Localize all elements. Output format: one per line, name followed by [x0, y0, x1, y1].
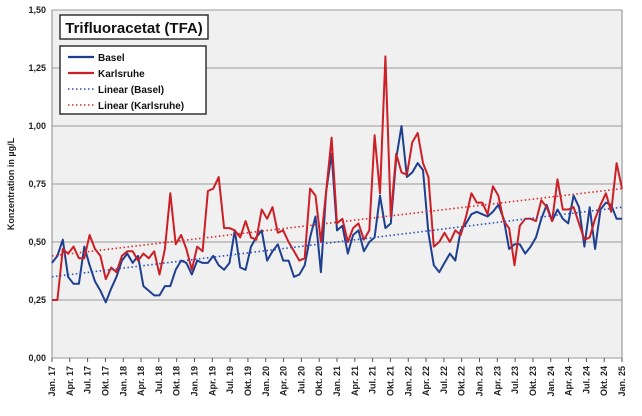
y-axis-ticks: 0,00 0,25 0,50 0,75 1,00 1,25 1,50 [28, 5, 46, 363]
x-tick-label: Apr. 21 [350, 366, 360, 396]
x-tick-label: Apr. 19 [207, 366, 217, 396]
x-tick-label: Apr. 24 [564, 366, 574, 396]
x-tick-label: Okt. 23 [528, 366, 538, 396]
x-tick-label: Jan. 19 [190, 366, 200, 397]
series-line-basel [51, 125, 622, 304]
x-tick-label: Jan. 25 [617, 366, 627, 397]
y-tick-label: 0,25 [28, 295, 46, 305]
x-tick-label: Apr. 22 [421, 366, 431, 396]
y-tick-label: 1,50 [28, 5, 46, 15]
x-tick-label: Apr. 23 [492, 366, 502, 396]
x-tick-label: Jan. 18 [118, 366, 128, 397]
x-tick-label: Jan. 17 [47, 366, 57, 397]
x-tick-label: Jul. 22 [439, 366, 449, 394]
x-tick-label: Jan. 20 [261, 366, 271, 397]
title-box: Trifluoracetat (TFA) [59, 14, 209, 40]
x-tick-label: Jul. 20 [296, 366, 306, 394]
x-tick-label: Okt. 20 [314, 366, 324, 396]
y-tick-label: 0,50 [28, 237, 46, 247]
chart-title: Trifluoracetat (TFA) [65, 20, 203, 37]
x-tick-label: Jan. 23 [475, 366, 485, 397]
x-tick-label: Jul. 24 [581, 366, 591, 394]
series-layer [51, 55, 623, 304]
x-tick-label: Okt. 22 [457, 366, 467, 396]
x-tick-label: Jul. 23 [510, 366, 520, 394]
x-tick-label: Apr. 20 [279, 366, 289, 396]
legend: Basel Karlsruhe Linear (Basel) Linear (Karl… [59, 45, 207, 115]
legend-label: Linear (Karlsruhe) [98, 101, 184, 112]
title-frame [59, 14, 209, 40]
legend-label: Linear (Basel) [98, 85, 164, 96]
x-tick-label: Apr. 18 [136, 366, 146, 396]
legend-label: Basel [98, 53, 125, 64]
x-tick-label: Apr. 17 [65, 366, 75, 396]
x-tick-label: Jan. 22 [403, 366, 413, 397]
legend-label: Karlsruhe [98, 69, 145, 80]
series-line-karlsruhe [52, 55, 623, 301]
x-tick-label: Okt. 24 [599, 366, 609, 396]
y-tick-label: 0,75 [28, 179, 46, 189]
x-axis-ticks: Jan. 17 Apr. 17 Jul. 17 Okt. 17 Jan. 18 Apr. … [47, 358, 627, 397]
y-tick-label: 1,25 [28, 63, 46, 73]
x-tick-label: Okt. 17 [100, 366, 110, 396]
x-tick-label: Jul. 19 [225, 366, 235, 394]
x-tick-label: Jul. 17 [83, 366, 93, 394]
x-tick-label: Okt. 19 [243, 366, 253, 396]
y-tick-label: 1,00 [28, 121, 46, 131]
x-tick-label: Jul. 18 [154, 366, 164, 394]
x-tick-label: Jan. 21 [332, 366, 342, 397]
x-tick-label: Okt. 21 [385, 366, 395, 396]
y-tick-label: 0,00 [28, 353, 46, 363]
y-axis-label: Konzentration in µg/L [6, 137, 16, 230]
x-tick-label: Okt. 18 [172, 366, 182, 396]
x-tick-label: Jul. 21 [368, 366, 378, 394]
x-tick-label: Jan. 24 [546, 366, 556, 397]
